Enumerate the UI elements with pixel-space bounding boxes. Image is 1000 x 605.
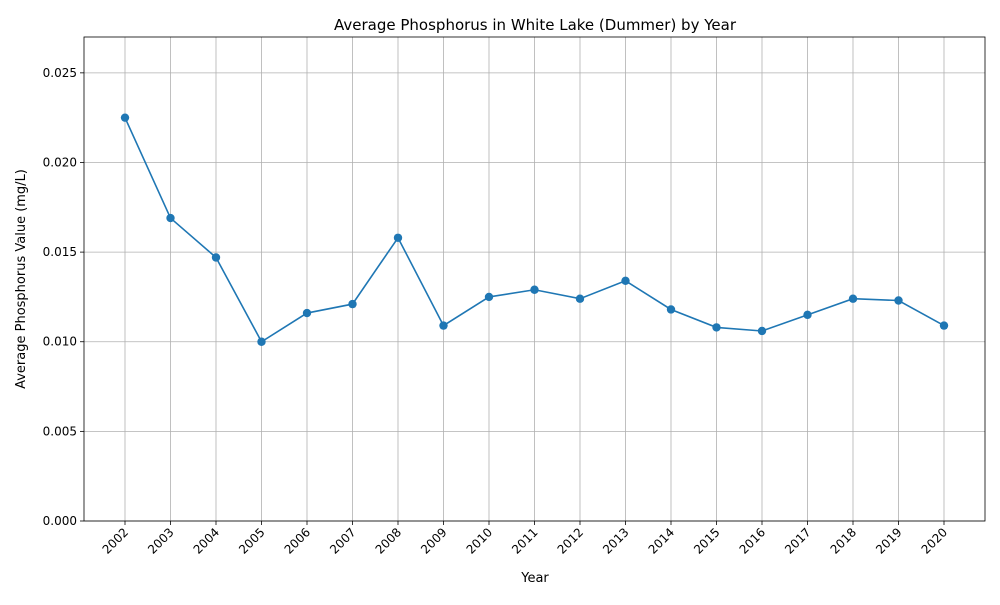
x-tick-label: 2005 [236,525,267,556]
x-tick-label: 2006 [282,525,313,556]
x-tick-label: 2002 [100,525,131,556]
x-tick-label: 2020 [919,525,950,556]
y-tick-label: 0.025 [43,66,77,80]
data-point [666,305,676,314]
y-tick-label: 0.000 [43,514,77,528]
chart-title: Average Phosphorus in White Lake (Dummer… [334,16,737,34]
x-tick-label: 2017 [782,525,813,556]
data-point [302,308,312,318]
x-tick-label: 2012 [555,525,586,556]
data-point [530,285,539,294]
x-tick-label: 2003 [145,525,176,556]
data-point [257,337,266,346]
y-axis-label: Average Phosphorus Value (mg/L) [14,169,29,389]
x-tick-label: 2015 [691,525,722,556]
x-tick-label: 2011 [509,525,540,556]
grid [84,37,985,522]
plot-frame [83,36,986,522]
data-point [757,326,767,336]
data-point [939,321,949,330]
data-point [484,292,494,302]
y-tick-label: 0.020 [43,155,77,169]
y-tick-label: 0.010 [43,335,77,349]
x-tick-label: 2008 [373,525,404,556]
x-tick-label: 2019 [873,525,904,556]
data-point [621,276,630,285]
data-point [166,213,175,223]
y-tick-label: 0.005 [43,424,77,438]
data-point [439,321,448,330]
x-tick-label: 2018 [828,525,859,556]
x-tick-label: 2016 [737,525,768,556]
data-point [894,296,903,305]
y-tick-label: 0.015 [43,245,77,259]
data-point [712,323,721,332]
data-point [348,299,357,309]
x-tick-label: 2013 [600,525,631,556]
x-axis-label: Year [520,571,549,586]
x-tick-label: 2014 [646,525,677,556]
axes: 2002 2003 2004 2005 2006 2007 2008 2009 2010 2011… [43,66,950,557]
x-tick-label: 2009 [418,525,449,556]
data-point [848,294,858,303]
x-tick-label: 2007 [327,525,358,556]
x-tick-label: 2004 [191,525,222,556]
series [120,113,949,346]
data-point [120,113,130,122]
data-point [211,253,221,262]
data-point [575,294,585,303]
data-point [803,310,812,320]
data-point [393,233,403,242]
x-tick-label: 2010 [464,525,495,556]
